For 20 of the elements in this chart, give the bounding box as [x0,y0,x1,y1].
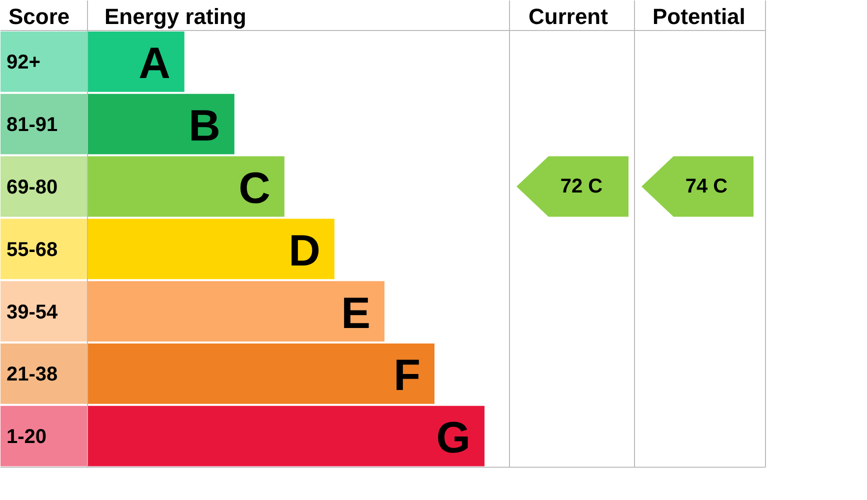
text: 21-38 [6,364,58,386]
y-tick-label: C [238,164,270,213]
y-tick-label: B [188,102,220,151]
text: Score [8,4,70,29]
text: Potential [652,4,746,29]
y-tick-label: A [138,39,170,88]
text: 69-80 [6,176,58,198]
text: 1-20 [6,426,47,448]
text: 92+ [6,52,40,74]
y-tick-label: F [394,351,420,400]
text: 72 C [560,176,603,198]
text: 74 C [685,176,728,198]
text: 39-54 [6,301,59,324]
y-tick-label: G [436,414,471,463]
y-tick-label: E [341,288,370,338]
text: 81-91 [6,114,58,136]
y-tick-label: D [288,226,320,276]
text: Current [528,4,609,29]
text: 55-68 [6,238,58,261]
text: Energy rating [104,4,246,29]
